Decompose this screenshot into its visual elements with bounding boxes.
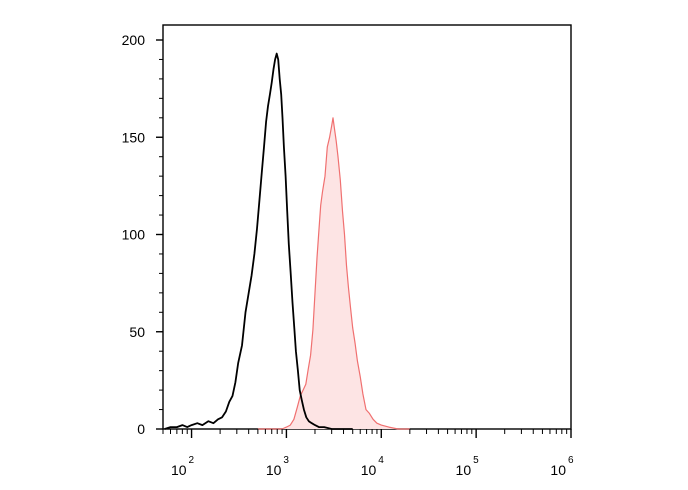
x-tick-exponent: 3: [283, 455, 289, 466]
y-tick-label: 100: [122, 227, 146, 243]
series-0-line: [164, 52, 353, 430]
x-tick-label: 10: [171, 462, 187, 478]
y-tick-label: 150: [122, 129, 146, 145]
x-tick-exponent: 2: [189, 455, 195, 466]
x-tick-exponent: 6: [568, 455, 574, 466]
plot-area: [162, 24, 572, 430]
x-tick-exponent: 4: [378, 455, 384, 466]
x-tick-label: 10: [456, 462, 472, 478]
series-1-line: [257, 117, 410, 430]
x-tick-label: 10: [361, 462, 377, 478]
x-tick-exponent: 5: [473, 455, 479, 466]
y-tick-label: 0: [137, 421, 145, 437]
x-tick-label: 10: [266, 462, 282, 478]
y-tick-label: 50: [129, 324, 145, 340]
y-tick-label: 200: [122, 32, 146, 48]
series-1-area: [257, 117, 410, 430]
x-tick-label: 10: [550, 462, 566, 478]
plot-frame: [162, 24, 572, 430]
series-layer: [164, 52, 410, 430]
